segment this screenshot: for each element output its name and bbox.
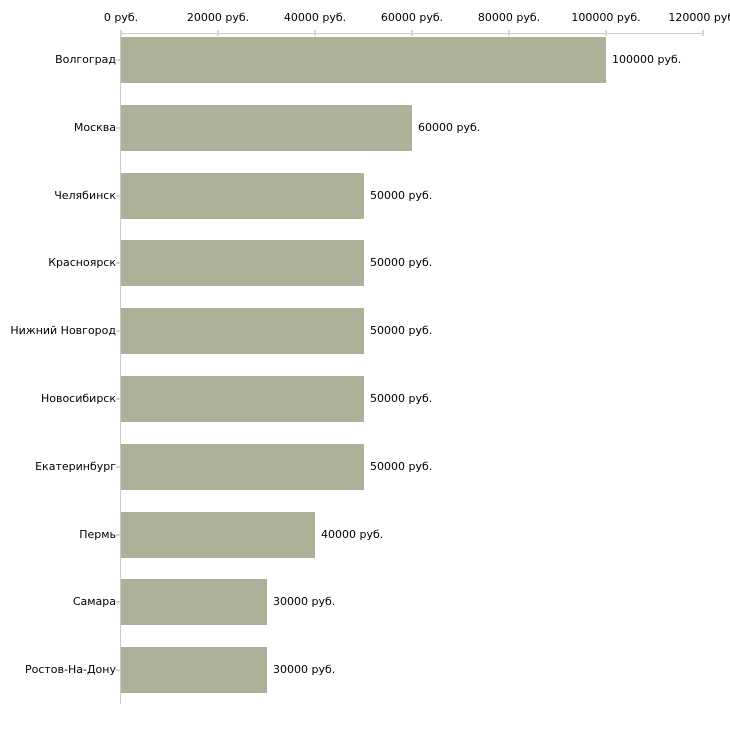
category-label: Нижний Новгород — [10, 324, 116, 337]
category-label: Екатеринбург — [35, 460, 116, 473]
x-tick-mark — [702, 30, 704, 36]
x-tick-label: 100000 руб. — [571, 11, 641, 24]
x-tick-label: 0 руб. — [103, 11, 139, 24]
bar-3 — [121, 173, 364, 219]
y-tick-mark — [116, 601, 120, 603]
bar-1 — [121, 37, 606, 83]
category-label: Челябинск — [54, 189, 116, 202]
value-label: 30000 руб. — [273, 663, 336, 676]
x-tick-label: 20000 руб. — [186, 11, 250, 24]
x-tick-label: 80000 руб. — [477, 11, 541, 24]
x-tick-label: 60000 руб. — [380, 11, 444, 24]
y-tick-mark — [116, 59, 120, 61]
bar-9 — [121, 579, 267, 625]
bar-10 — [121, 647, 267, 693]
y-tick-mark — [116, 262, 120, 264]
y-tick-mark — [116, 127, 120, 129]
y-tick-mark — [116, 330, 120, 332]
x-tick-label: 40000 руб. — [283, 11, 347, 24]
y-tick-mark — [116, 669, 120, 671]
x-tick-mark — [314, 30, 316, 36]
x-tick-mark — [411, 30, 413, 36]
value-label: 50000 руб. — [370, 460, 433, 473]
category-label: Ростов-На-Дону — [24, 663, 116, 676]
value-label: 50000 руб. — [370, 256, 433, 269]
value-label: 100000 руб. — [612, 53, 682, 66]
y-tick-mark — [116, 398, 120, 400]
bar-5 — [121, 308, 364, 354]
value-label: 50000 руб. — [370, 392, 433, 405]
value-label: 50000 руб. — [370, 189, 433, 202]
bar-8 — [121, 512, 315, 558]
x-tick-mark — [120, 30, 122, 36]
category-label: Новосибирск — [40, 392, 116, 405]
x-tick-mark — [605, 30, 607, 36]
y-tick-mark — [116, 195, 120, 197]
y-tick-mark — [116, 466, 120, 468]
category-label: Красноярск — [48, 256, 116, 269]
value-label: 30000 руб. — [273, 595, 336, 608]
x-tick-mark — [508, 30, 510, 36]
bar-2 — [121, 105, 412, 151]
x-tick-mark — [217, 30, 219, 36]
value-label: 50000 руб. — [370, 324, 433, 337]
value-label: 60000 руб. — [418, 121, 481, 134]
x-tick-label: 120000 руб. — [668, 11, 730, 24]
y-tick-mark — [116, 534, 120, 536]
y-axis-line — [120, 33, 121, 704]
bar-6 — [121, 376, 364, 422]
bar-4 — [121, 240, 364, 286]
category-label: Волгоград — [55, 53, 116, 66]
bar-7 — [121, 444, 364, 490]
category-label: Пермь — [79, 528, 116, 541]
value-label: 40000 руб. — [321, 528, 384, 541]
category-label: Москва — [73, 121, 116, 134]
category-label: Самара — [72, 595, 116, 608]
